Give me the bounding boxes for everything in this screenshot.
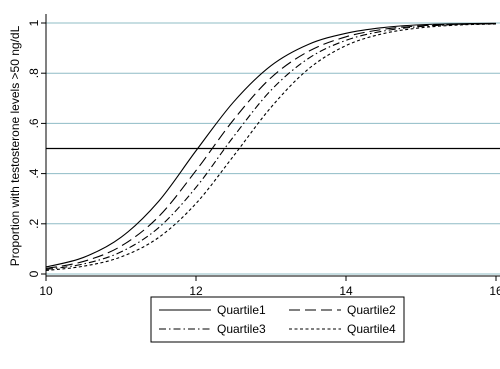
legend-items: Quartile1 Quartile2 Quartile3 Quartile4 <box>159 303 396 336</box>
axes-layer <box>45 14 500 277</box>
grid-layer <box>46 22 500 275</box>
x-tick-label: 14 <box>339 284 353 298</box>
legend: Quartile1 Quartile2 Quartile3 Quartile4 <box>150 296 405 343</box>
y-tick-label: .4 <box>27 168 41 178</box>
series-layer <box>45 22 497 272</box>
series-line-quartile1 <box>45 22 497 268</box>
series-line-quartile2 <box>45 22 497 270</box>
x-tick-label: 10 <box>39 284 53 298</box>
y-tick-label: 1 <box>27 19 41 26</box>
x-tick-label: 12 <box>189 284 203 298</box>
y-tick-label: 0 <box>27 270 41 277</box>
y-tick-label: .2 <box>27 218 41 228</box>
legend-label-quartile3: Quartile3 <box>217 322 266 336</box>
legend-label-quartile1: Quartile1 <box>217 303 266 317</box>
legend-label-quartile4: Quartile4 <box>347 322 396 336</box>
y-tick-label: .8 <box>27 68 41 78</box>
x-tick-label: 16 <box>489 284 500 298</box>
y-axis-label: Proportion with testosterone levels >50 … <box>8 25 22 266</box>
y-tick-label: .6 <box>27 118 41 128</box>
ticks-layer: 0 .2 .4 .6 .8 1 10 12 14 16 <box>27 19 500 298</box>
series-line-quartile3 <box>45 23 497 271</box>
legend-box <box>150 296 405 343</box>
legend-label-quartile2: Quartile2 <box>347 303 396 317</box>
